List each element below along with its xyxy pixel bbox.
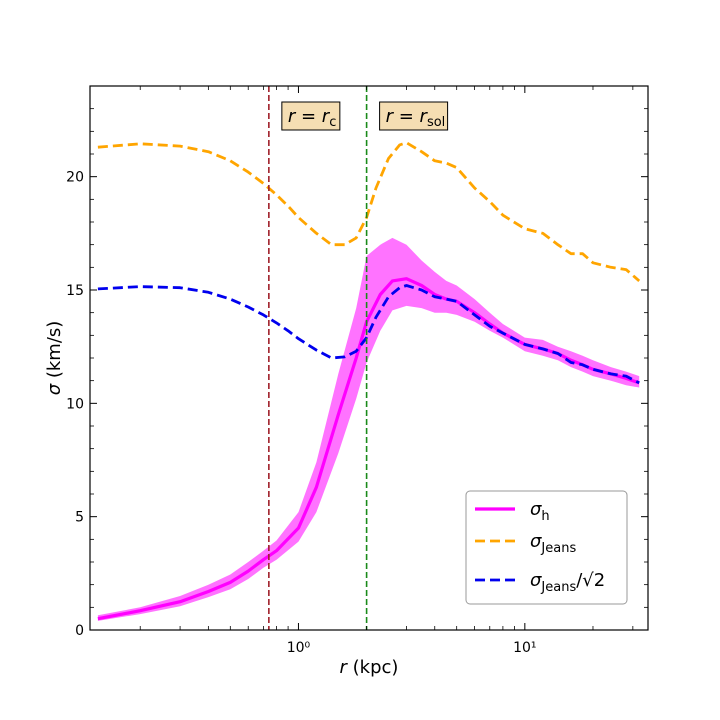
sigma-h-line xyxy=(97,277,640,621)
legend-entry-sigma-h-label: σh xyxy=(530,499,550,524)
x-tick-label: 10¹ xyxy=(513,640,536,656)
y-tick-label: 15 xyxy=(66,283,84,299)
x-tick-label: 10⁰ xyxy=(287,640,311,656)
vertical-lines-layer xyxy=(268,86,368,630)
legend-entry-sigma-jeans-sqrt2-label: σJeans/√2 xyxy=(530,570,605,595)
y-tick-label: 10 xyxy=(66,396,84,412)
legend: σh σJeans σJeans/√2 xyxy=(465,490,628,605)
y-tick-label: 20 xyxy=(66,170,84,186)
x-axis-label: r (kpc) xyxy=(340,657,399,678)
legend-entry-sigma-jeans-label: σJeans xyxy=(530,531,576,556)
y-axis-label: σ (km/s) xyxy=(44,321,65,396)
sigma-jeans-line xyxy=(97,141,641,282)
legend-box xyxy=(465,490,628,605)
annotation-text-r-c: r = rc xyxy=(288,106,337,130)
annotation-box-r-sol xyxy=(379,101,449,131)
axis-ticks-layer: 0 5 10 15 20 10⁰ 10¹ xyxy=(66,85,648,656)
series-lines-layer xyxy=(97,141,641,621)
y-tick-label: 0 xyxy=(75,623,84,639)
annotation-text-r-sol: r = rsol xyxy=(386,106,446,130)
annotations-layer: r = rc r = rsol xyxy=(281,101,449,131)
annotation-box-r-c xyxy=(281,101,341,131)
plot-frame xyxy=(89,85,649,631)
y-tick-label: 5 xyxy=(75,510,84,526)
